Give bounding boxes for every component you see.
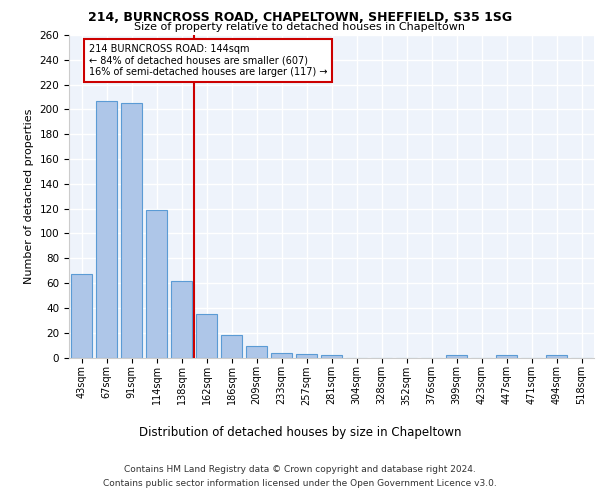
Bar xyxy=(96,100,117,358)
Bar xyxy=(246,346,267,358)
Text: Contains HM Land Registry data © Crown copyright and database right 2024.: Contains HM Land Registry data © Crown c… xyxy=(124,464,476,473)
Bar xyxy=(546,355,567,358)
Bar xyxy=(146,210,167,358)
Bar xyxy=(446,355,467,358)
Bar xyxy=(221,335,242,357)
Bar xyxy=(296,354,317,358)
Text: Size of property relative to detached houses in Chapeltown: Size of property relative to detached ho… xyxy=(134,22,466,32)
Bar xyxy=(171,280,192,357)
Bar xyxy=(121,103,142,358)
Bar xyxy=(71,274,92,357)
Text: Contains public sector information licensed under the Open Government Licence v3: Contains public sector information licen… xyxy=(103,480,497,488)
Bar xyxy=(196,314,217,358)
Bar xyxy=(496,355,517,358)
Text: 214, BURNCROSS ROAD, CHAPELTOWN, SHEFFIELD, S35 1SG: 214, BURNCROSS ROAD, CHAPELTOWN, SHEFFIE… xyxy=(88,11,512,24)
Y-axis label: Number of detached properties: Number of detached properties xyxy=(24,108,34,284)
Text: 214 BURNCROSS ROAD: 144sqm
← 84% of detached houses are smaller (607)
16% of sem: 214 BURNCROSS ROAD: 144sqm ← 84% of deta… xyxy=(89,44,328,77)
Bar xyxy=(321,355,342,358)
Bar xyxy=(271,352,292,358)
Text: Distribution of detached houses by size in Chapeltown: Distribution of detached houses by size … xyxy=(139,426,461,439)
